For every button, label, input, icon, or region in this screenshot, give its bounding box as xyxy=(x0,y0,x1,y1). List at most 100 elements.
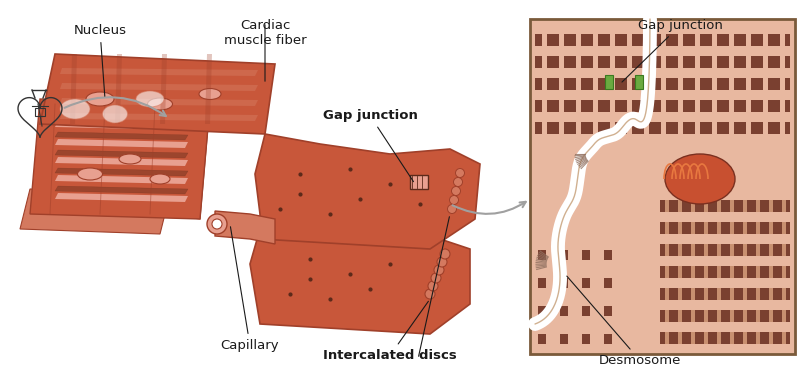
Polygon shape xyxy=(708,288,712,300)
Polygon shape xyxy=(678,78,683,90)
Ellipse shape xyxy=(102,105,127,123)
Polygon shape xyxy=(705,122,712,134)
Polygon shape xyxy=(546,250,554,260)
Polygon shape xyxy=(738,288,743,300)
Polygon shape xyxy=(637,34,644,46)
Polygon shape xyxy=(769,222,773,234)
Polygon shape xyxy=(688,56,695,68)
Polygon shape xyxy=(786,310,790,322)
Ellipse shape xyxy=(78,168,102,180)
Polygon shape xyxy=(576,34,581,46)
Circle shape xyxy=(447,205,457,214)
Circle shape xyxy=(437,257,447,267)
Polygon shape xyxy=(55,157,188,166)
Polygon shape xyxy=(671,122,678,134)
Polygon shape xyxy=(722,122,729,134)
Polygon shape xyxy=(678,244,682,256)
Polygon shape xyxy=(734,222,738,234)
Polygon shape xyxy=(55,168,188,176)
Polygon shape xyxy=(704,310,708,322)
Polygon shape xyxy=(777,266,782,278)
Polygon shape xyxy=(756,288,760,300)
Polygon shape xyxy=(699,288,704,300)
Polygon shape xyxy=(734,100,739,112)
Polygon shape xyxy=(559,34,564,46)
Polygon shape xyxy=(569,78,576,90)
Polygon shape xyxy=(604,250,612,260)
Polygon shape xyxy=(780,56,785,68)
Polygon shape xyxy=(717,56,722,68)
Polygon shape xyxy=(535,78,542,90)
Polygon shape xyxy=(654,100,661,112)
Polygon shape xyxy=(785,34,790,46)
Polygon shape xyxy=(747,310,751,322)
Polygon shape xyxy=(542,122,547,134)
Polygon shape xyxy=(768,34,773,46)
Polygon shape xyxy=(760,266,764,278)
Polygon shape xyxy=(699,310,704,322)
Polygon shape xyxy=(660,244,665,256)
Polygon shape xyxy=(747,288,751,300)
Polygon shape xyxy=(542,78,547,90)
Polygon shape xyxy=(739,100,746,112)
Polygon shape xyxy=(568,306,576,316)
Polygon shape xyxy=(627,100,632,112)
Polygon shape xyxy=(717,78,722,90)
Polygon shape xyxy=(743,332,747,344)
Polygon shape xyxy=(552,100,559,112)
Polygon shape xyxy=(743,266,747,278)
Polygon shape xyxy=(739,78,746,90)
Polygon shape xyxy=(682,266,686,278)
Polygon shape xyxy=(722,78,729,90)
Polygon shape xyxy=(603,78,610,90)
Polygon shape xyxy=(70,54,77,124)
Polygon shape xyxy=(747,200,751,212)
Polygon shape xyxy=(586,122,593,134)
Polygon shape xyxy=(730,222,734,234)
Polygon shape xyxy=(564,100,569,112)
Polygon shape xyxy=(769,310,773,322)
Polygon shape xyxy=(734,288,738,300)
Polygon shape xyxy=(708,200,712,212)
Polygon shape xyxy=(661,34,666,46)
Polygon shape xyxy=(691,332,695,344)
Polygon shape xyxy=(654,34,661,46)
Polygon shape xyxy=(598,56,603,68)
Polygon shape xyxy=(743,310,747,322)
Polygon shape xyxy=(682,200,686,212)
Polygon shape xyxy=(704,288,708,300)
Polygon shape xyxy=(764,222,769,234)
Polygon shape xyxy=(581,56,586,68)
Polygon shape xyxy=(780,78,785,90)
Polygon shape xyxy=(760,200,764,212)
Polygon shape xyxy=(686,222,691,234)
Polygon shape xyxy=(743,222,747,234)
Polygon shape xyxy=(671,34,678,46)
Polygon shape xyxy=(559,122,564,134)
Circle shape xyxy=(450,196,458,205)
Polygon shape xyxy=(756,100,763,112)
Polygon shape xyxy=(682,310,686,322)
Polygon shape xyxy=(695,332,699,344)
Polygon shape xyxy=(785,78,790,90)
Polygon shape xyxy=(660,266,665,278)
Polygon shape xyxy=(700,122,705,134)
Polygon shape xyxy=(699,244,704,256)
Polygon shape xyxy=(582,250,590,260)
Polygon shape xyxy=(582,278,590,288)
Polygon shape xyxy=(644,56,649,68)
Polygon shape xyxy=(632,78,637,90)
Polygon shape xyxy=(725,244,730,256)
Polygon shape xyxy=(764,266,769,278)
Polygon shape xyxy=(777,200,782,212)
Polygon shape xyxy=(756,78,763,90)
Text: Cardiac
muscle fiber: Cardiac muscle fiber xyxy=(224,19,306,47)
Circle shape xyxy=(431,273,441,283)
Polygon shape xyxy=(665,288,669,300)
Polygon shape xyxy=(777,332,782,344)
Polygon shape xyxy=(649,100,654,112)
Polygon shape xyxy=(205,54,212,124)
Ellipse shape xyxy=(199,89,221,99)
Polygon shape xyxy=(603,56,610,68)
Polygon shape xyxy=(763,56,768,68)
